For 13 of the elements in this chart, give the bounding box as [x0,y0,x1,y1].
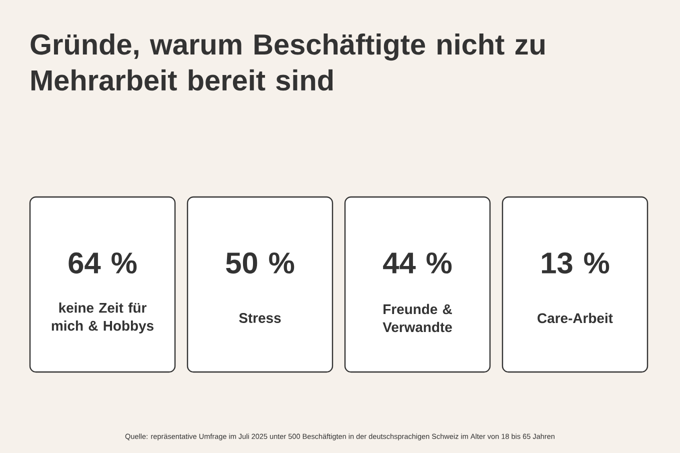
text: % [584,252,610,274]
text: % [426,252,452,274]
category-label: Care-Arbeit [538,312,613,324]
category-label: keine Zeit für mich & Hobbys [52,302,154,334]
category-label: Freunde & Verwandte [382,304,452,332]
text: % [112,252,137,274]
data-label: 13 [542,252,572,274]
text: Gründe, warum Beschäftigte nicht zu Mehrarbeit bereit sind [30,34,545,91]
text: % [269,252,294,274]
data-label: 50 [226,252,258,274]
data-label: 64 [68,252,101,274]
category-label: Stress [239,313,281,323]
data-label: 44 [383,252,416,274]
